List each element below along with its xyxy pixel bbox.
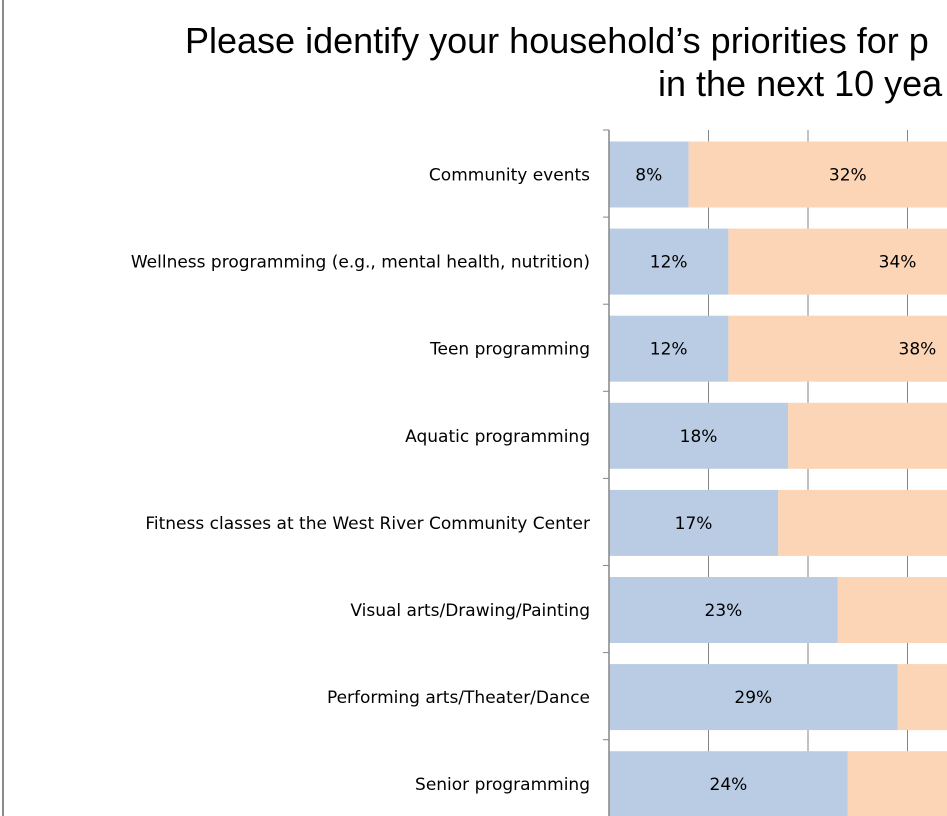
category-label: Community events <box>429 166 590 186</box>
bar-segment <box>609 402 789 469</box>
data-label: 8% <box>635 166 662 186</box>
bar-segment <box>609 315 729 382</box>
data-label: 32% <box>829 166 867 186</box>
category-label: Visual arts/Drawing/Painting <box>350 601 590 621</box>
category-label: Senior programming <box>415 775 590 795</box>
chart-title-line-2: in the next 10 yea <box>658 63 943 104</box>
bar-segment <box>609 664 898 731</box>
data-label: 23% <box>705 601 743 621</box>
chart-title-line-1: Please identify your household’s priorit… <box>185 20 929 61</box>
category-label: Wellness programming (e.g., mental healt… <box>131 253 590 273</box>
category-label: Teen programming <box>429 340 590 360</box>
bar-segment <box>788 402 947 469</box>
bar-segment <box>897 664 947 731</box>
chart-border <box>2 0 4 816</box>
bar-segment <box>609 228 729 295</box>
category-label: Performing arts/Theater/Dance <box>327 688 590 708</box>
bar-segment <box>728 228 947 295</box>
bar-segment <box>609 489 779 556</box>
data-label: 24% <box>710 775 748 795</box>
bar-segment <box>688 141 947 208</box>
bar-segment <box>837 577 947 643</box>
data-label: 34% <box>879 253 917 273</box>
bar-segment <box>847 751 947 816</box>
data-label: 38% <box>899 340 937 360</box>
bar-segment <box>609 577 838 643</box>
bar-segment <box>609 751 848 816</box>
bar-segment <box>728 315 947 382</box>
data-label: 29% <box>734 688 772 708</box>
category-label: Fitness classes at the West River Commun… <box>145 514 590 534</box>
bar-segment <box>609 141 689 208</box>
data-label: 12% <box>650 340 688 360</box>
data-label: 12% <box>650 253 688 273</box>
bar-segment <box>778 489 947 556</box>
data-label: 18% <box>680 427 718 447</box>
data-label: 17% <box>675 514 713 534</box>
category-label: Aquatic programming <box>405 427 590 447</box>
